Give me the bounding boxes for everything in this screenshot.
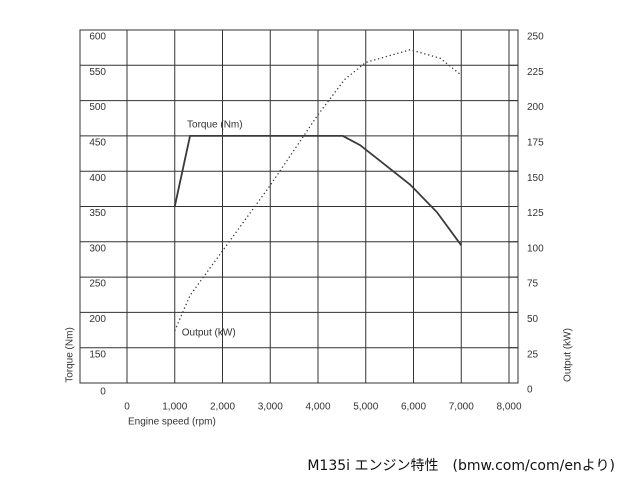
y-tick-label: 300 (89, 243, 106, 254)
series-line (173, 135, 462, 246)
y2-tick-label: 225 (527, 67, 544, 78)
x-tick-label: 2,000 (210, 402, 235, 413)
y-tick-label: 450 (89, 138, 106, 149)
x-tick-label: 7,000 (449, 402, 474, 413)
series-label: Torque (Nm) (187, 120, 243, 131)
x-tick-label: 4,000 (305, 402, 330, 413)
caption: M135i エンジン特性 (bmw.com/com/enより) (307, 458, 615, 474)
x-tick-label: 3,000 (258, 402, 283, 413)
y2-tick-label: 100 (527, 243, 544, 254)
x-tick-label: 5,000 (353, 402, 378, 413)
x-tick-label: 0 (124, 402, 130, 413)
x-tick-label: 8,000 (496, 402, 521, 413)
x-tick-label: 1,000 (162, 402, 187, 413)
y2-tick-label: 50 (527, 314, 539, 325)
y2-tick-label: 175 (527, 138, 544, 149)
y-tick-label: 200 (89, 314, 106, 325)
y-tick-label: 250 (89, 279, 106, 290)
y-tick-label: 600 (89, 32, 106, 43)
y-tick-label: 500 (89, 102, 106, 113)
y-tick-label: 350 (89, 208, 106, 219)
y-break-label: 0 (100, 387, 106, 398)
y2-tick-label: 125 (527, 208, 544, 219)
y2-axis-title: Output (kW) (563, 328, 574, 382)
y2-tick-label: 25 (527, 349, 539, 360)
y2-tick-label: 0 (527, 385, 533, 396)
y2-tick-label: 250 (527, 32, 544, 43)
y2-tick-label: 150 (527, 173, 544, 184)
series-label: Output (kW) (182, 327, 236, 338)
x-axis-title: Engine speed (rpm) (128, 417, 216, 428)
y2-tick-label: 75 (527, 279, 539, 290)
y-tick-label: 150 (89, 349, 106, 360)
series-line (174, 49, 462, 332)
y-tick-label: 400 (89, 173, 106, 184)
x-tick-label: 6,000 (401, 402, 426, 413)
y2-tick-label: 200 (527, 102, 544, 113)
y-axis-title: Torque (Nm) (65, 327, 76, 383)
y-tick-label: 550 (89, 67, 106, 78)
